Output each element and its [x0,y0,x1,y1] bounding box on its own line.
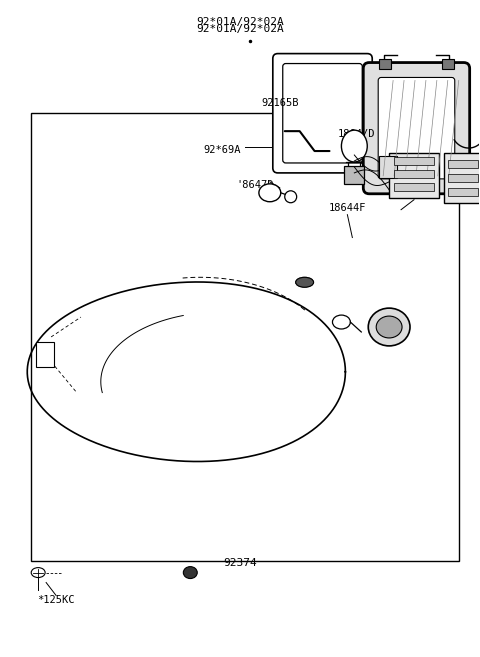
Text: 1864/D: 1864/D [337,129,375,139]
Text: 92165B: 92165B [261,99,299,108]
Ellipse shape [376,316,402,338]
FancyBboxPatch shape [378,78,455,179]
Bar [448,160,478,168]
Bar [31,113,459,560]
Text: 92374: 92374 [223,558,257,568]
Ellipse shape [259,184,281,202]
Text: 92*7CA: 92*7CA [405,153,443,163]
Bar [379,156,397,178]
Bar [344,166,364,184]
Bar [394,170,434,178]
Ellipse shape [183,566,197,579]
Text: 92*01A/92*02A: 92*01A/92*02A [196,17,284,27]
Text: *125KC: *125KC [37,595,75,605]
Ellipse shape [296,277,313,287]
Ellipse shape [333,315,350,329]
FancyBboxPatch shape [273,54,372,173]
Bar [444,153,480,203]
Ellipse shape [31,568,45,578]
Text: 923900: 923900 [390,188,428,198]
Bar [448,174,478,182]
Bar [36,342,54,367]
Text: 18644F: 18644F [329,203,366,213]
Bar [448,188,478,196]
Text: '8647D: '8647D [236,180,274,190]
Ellipse shape [285,191,297,203]
Bar [442,58,454,68]
Text: 92*01A/92*02A: 92*01A/92*02A [196,24,284,34]
Ellipse shape [368,308,410,346]
Bar [394,183,434,191]
Bar [379,58,391,68]
Bar [394,157,434,165]
Text: 92*69A: 92*69A [204,145,241,155]
Ellipse shape [341,130,367,162]
Bar [389,153,439,198]
FancyBboxPatch shape [363,62,469,194]
Text: 92*61A: 92*61A [410,78,448,89]
